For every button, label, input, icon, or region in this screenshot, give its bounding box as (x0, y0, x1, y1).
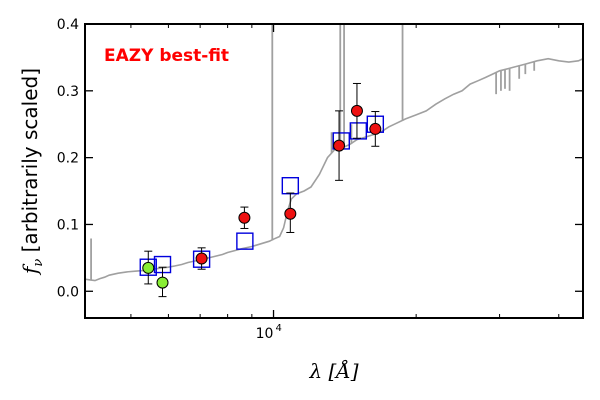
y-tick-label: 0.4 (57, 17, 79, 33)
plot-frame (84, 23, 584, 319)
observed-flux-point (369, 122, 382, 135)
model-flux-square (281, 176, 300, 195)
observed-flux-point (284, 207, 297, 220)
x-tick-label: 10 (256, 326, 274, 342)
observed-flux-point (195, 252, 208, 265)
observed-flux-point (238, 211, 251, 224)
y-axis-subscript: ν (31, 259, 46, 267)
y-tick-label: 0.0 (57, 284, 79, 300)
plot-layer (85, 24, 583, 298)
fit-annotation: EAZY best-fit (104, 46, 229, 66)
spectrum-line (85, 57, 583, 282)
observed-flux-point (333, 139, 346, 152)
observed-flux-point (350, 104, 363, 117)
y-tick-label: 0.1 (57, 217, 79, 233)
axes-layer: 0.0 0.1 0.2 0.3 0.4 10 4 (57, 17, 584, 342)
x-tick-label-exponent: 4 (276, 323, 282, 334)
x-axis-title: λ [Å] (308, 358, 358, 383)
model-flux-square (349, 122, 368, 140)
y-axis-label-text: [arbitrarily scaled] (18, 68, 42, 259)
low-sn-flux-point (142, 261, 155, 274)
y-tick-label: 0.2 (57, 151, 79, 167)
y-tick-label: 0.3 (57, 84, 79, 100)
low-sn-flux-point (156, 276, 169, 289)
y-axis-title: fν [arbitrarily scaled] (18, 68, 46, 276)
model-flux-square (236, 232, 254, 250)
